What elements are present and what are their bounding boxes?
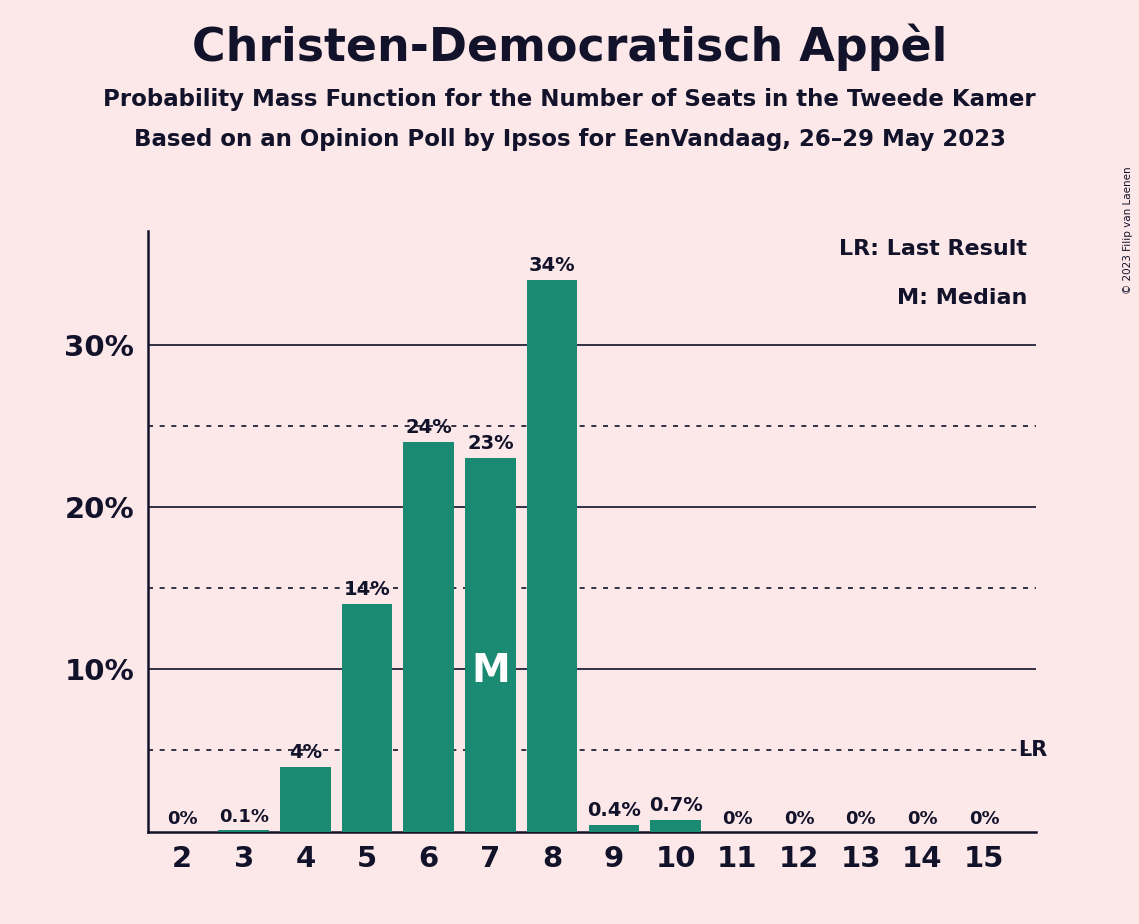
Text: Based on an Opinion Poll by Ipsos for EenVandaag, 26–29 May 2023: Based on an Opinion Poll by Ipsos for Ee… bbox=[133, 128, 1006, 151]
Text: 23%: 23% bbox=[467, 434, 514, 454]
Text: 0.7%: 0.7% bbox=[649, 796, 703, 815]
Bar bbox=[650, 821, 700, 832]
Text: 0%: 0% bbox=[784, 809, 814, 828]
Text: 4%: 4% bbox=[289, 743, 322, 761]
Text: M: M bbox=[472, 652, 510, 690]
Text: 0%: 0% bbox=[722, 809, 753, 828]
Bar bbox=[589, 825, 639, 832]
Text: 24%: 24% bbox=[405, 419, 452, 437]
Text: 0%: 0% bbox=[969, 809, 999, 828]
Text: M: Median: M: Median bbox=[896, 287, 1027, 308]
Text: 34%: 34% bbox=[528, 256, 575, 274]
Text: © 2023 Filip van Laenen: © 2023 Filip van Laenen bbox=[1123, 166, 1133, 294]
Bar bbox=[527, 280, 577, 832]
Bar bbox=[403, 442, 454, 832]
Text: Christen-Democratisch Appèl: Christen-Democratisch Appèl bbox=[191, 23, 948, 70]
Text: 0%: 0% bbox=[166, 809, 197, 828]
Bar bbox=[280, 767, 330, 832]
Text: 0%: 0% bbox=[907, 809, 937, 828]
Bar bbox=[342, 604, 392, 832]
Bar bbox=[465, 458, 516, 832]
Text: 0%: 0% bbox=[845, 809, 876, 828]
Text: LR: LR bbox=[1018, 740, 1047, 760]
Text: 14%: 14% bbox=[344, 580, 391, 600]
Text: LR: Last Result: LR: Last Result bbox=[839, 239, 1027, 259]
Text: 0.1%: 0.1% bbox=[219, 808, 269, 826]
Bar bbox=[219, 830, 269, 832]
Text: Probability Mass Function for the Number of Seats in the Tweede Kamer: Probability Mass Function for the Number… bbox=[104, 88, 1035, 111]
Text: 0.4%: 0.4% bbox=[587, 801, 641, 821]
